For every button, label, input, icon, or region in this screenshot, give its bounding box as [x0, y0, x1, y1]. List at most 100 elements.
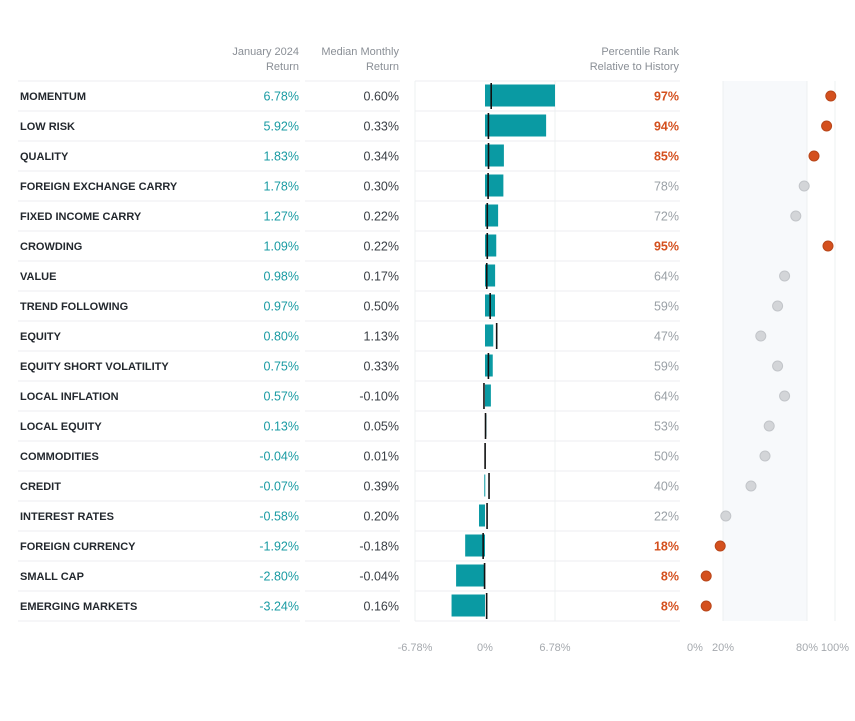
factor-name: SMALL CAP — [20, 571, 84, 583]
percentile-dot — [798, 180, 810, 192]
jan-return-bar — [485, 264, 496, 287]
jan-return-bar — [485, 384, 491, 407]
median-return-value: 0.16% — [364, 600, 399, 614]
factor-rows: MOMENTUM 6.78% 0.60% 97% LOW RISK 5.92% 0.33% 9… — [18, 80, 837, 622]
jan-return-value: 0.57% — [264, 390, 299, 404]
percentile-value: 59% — [654, 300, 679, 314]
factor-name: MOMENTUM — [20, 91, 86, 103]
jan-return-value: 5.92% — [264, 120, 299, 134]
factor-name: FOREIGN EXCHANGE CARRY — [20, 181, 178, 193]
percentile-value: 47% — [654, 330, 679, 344]
jan-return-bar — [485, 84, 555, 107]
jan-return-value: -3.24% — [259, 600, 299, 614]
factor-name: FIXED INCOME CARRY — [20, 211, 142, 223]
median-return-value: 0.22% — [364, 210, 399, 224]
bar-axis-tick: 0% — [477, 642, 493, 654]
median-return-value: -0.18% — [359, 540, 399, 554]
percentile-value: 18% — [654, 540, 679, 554]
median-return-value: 0.17% — [364, 270, 399, 284]
percentile-value: 8% — [661, 600, 679, 614]
jan-return-bar — [485, 324, 494, 347]
median-return-value: 0.34% — [364, 150, 399, 164]
median-return-value: 0.33% — [364, 120, 399, 134]
percentile-dot — [763, 420, 775, 432]
jan-return-value: -0.07% — [259, 480, 299, 494]
factor-name: EQUITY SHORT VOLATILITY — [20, 361, 169, 373]
jan-return-value: 0.13% — [264, 420, 299, 434]
percentile-value: 78% — [654, 180, 679, 194]
percentile-value: 59% — [654, 360, 679, 374]
percentile-axis-tick: 80% — [796, 642, 818, 654]
factor-name: INTEREST RATES — [20, 511, 114, 523]
percentile-value: 40% — [654, 480, 679, 494]
median-return-value: 1.13% — [364, 330, 399, 344]
percentile-value: 94% — [654, 120, 679, 134]
percentile-dot — [772, 360, 784, 372]
factor-name: QUALITY — [20, 151, 69, 163]
median-header-line2: Return — [366, 61, 399, 73]
percentile-dot — [745, 480, 757, 492]
median-header-line1: Median Monthly — [321, 46, 399, 58]
median-return-value: 0.22% — [364, 240, 399, 254]
jan-return-bar — [451, 594, 485, 617]
factor-name: FOREIGN CURRENCY — [20, 541, 136, 553]
percentile-header-line1: Percentile Rank — [601, 46, 679, 58]
percentile-value: 97% — [654, 90, 679, 104]
factor-name: LOCAL EQUITY — [20, 421, 102, 433]
factor-name: EMERGING MARKETS — [20, 601, 137, 613]
jan-return-value: 1.09% — [264, 240, 299, 254]
jan-return-bar — [479, 504, 485, 527]
percentile-value: 22% — [654, 510, 679, 524]
percentile-band — [723, 81, 807, 621]
median-return-value: 0.50% — [364, 300, 399, 314]
median-return-value: 0.33% — [364, 360, 399, 374]
percentile-value: 64% — [654, 390, 679, 404]
percentile-dot — [822, 240, 834, 252]
jan-return-value: 1.27% — [264, 210, 299, 224]
median-return-value: 0.01% — [364, 450, 399, 464]
percentile-dot — [790, 210, 802, 222]
factor-name: CREDIT — [20, 481, 61, 493]
percentile-axis-tick: 0% — [687, 642, 703, 654]
median-return-value: 0.20% — [364, 510, 399, 524]
jan-return-bar — [485, 114, 547, 137]
percentile-value: 72% — [654, 210, 679, 224]
percentile-dot — [779, 270, 791, 282]
jan-return-value: 1.78% — [264, 180, 299, 194]
percentile-value: 64% — [654, 270, 679, 284]
background-layer — [414, 81, 836, 621]
percentile-dot — [755, 330, 767, 342]
factor-name: CROWDING — [20, 241, 82, 253]
median-return-value: 0.60% — [364, 90, 399, 104]
jan-return-bar — [485, 174, 504, 197]
percentile-value: 85% — [654, 150, 679, 164]
median-return-value: -0.10% — [359, 390, 399, 404]
jan-return-bar — [485, 234, 497, 257]
column-headers: January 2024 Return Median Monthly Retur… — [232, 46, 679, 73]
jan-return-value: 0.97% — [264, 300, 299, 314]
percentile-dot — [759, 450, 771, 462]
factor-name: VALUE — [20, 271, 56, 283]
percentile-dot — [772, 300, 784, 312]
median-return-value: 0.30% — [364, 180, 399, 194]
percentile-value: 50% — [654, 450, 679, 464]
percentile-axis-tick: 20% — [712, 642, 734, 654]
percentile-dot — [700, 570, 712, 582]
jan-return-value: 0.98% — [264, 270, 299, 284]
factor-name: LOW RISK — [20, 121, 75, 133]
jan-header-line2: Return — [266, 61, 299, 73]
jan-return-bar — [485, 204, 499, 227]
jan-return-bar — [484, 474, 486, 497]
percentile-dot — [821, 120, 833, 132]
median-return-value: -0.04% — [359, 570, 399, 584]
percentile-dot — [825, 90, 837, 102]
jan-return-value: -0.58% — [259, 510, 299, 524]
percentile-dot — [779, 390, 791, 402]
jan-return-bar — [485, 144, 504, 167]
factor-name: LOCAL INFLATION — [20, 391, 119, 403]
jan-return-value: -0.04% — [259, 450, 299, 464]
jan-header-line1: January 2024 — [232, 46, 299, 58]
percentile-dot — [808, 150, 820, 162]
median-return-value: 0.05% — [364, 420, 399, 434]
